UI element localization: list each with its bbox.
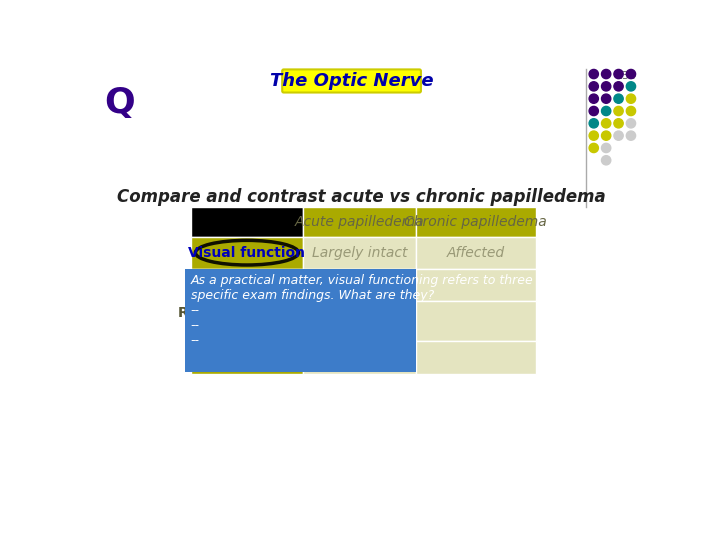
Circle shape: [614, 106, 624, 116]
Circle shape: [601, 106, 611, 116]
FancyBboxPatch shape: [415, 207, 536, 237]
Circle shape: [589, 70, 598, 79]
Text: 134: 134: [616, 71, 637, 81]
Text: VA loss: VA loss: [219, 278, 275, 292]
Circle shape: [589, 131, 598, 140]
FancyBboxPatch shape: [303, 269, 415, 301]
Circle shape: [601, 82, 611, 91]
FancyBboxPatch shape: [282, 70, 421, 92]
Text: The Optic Nerve: The Optic Nerve: [270, 72, 433, 90]
Circle shape: [589, 119, 598, 128]
Text: Largely intact: Largely intact: [312, 246, 407, 260]
Circle shape: [626, 82, 636, 91]
FancyBboxPatch shape: [415, 341, 536, 374]
FancyBboxPatch shape: [184, 269, 415, 372]
Circle shape: [614, 70, 624, 79]
FancyBboxPatch shape: [191, 207, 303, 237]
Circle shape: [601, 156, 611, 165]
Circle shape: [589, 106, 598, 116]
Circle shape: [601, 94, 611, 103]
Text: Refractive bodies
present?: Refractive bodies present?: [179, 306, 315, 336]
Circle shape: [626, 131, 636, 140]
Circle shape: [626, 119, 636, 128]
Circle shape: [626, 70, 636, 79]
Circle shape: [601, 70, 611, 79]
Text: Chronic papilledema: Chronic papilledema: [404, 215, 547, 229]
FancyBboxPatch shape: [191, 341, 303, 374]
FancyBboxPatch shape: [303, 237, 415, 269]
Circle shape: [626, 106, 636, 116]
Text: Visual function: Visual function: [189, 246, 305, 260]
Text: Q: Q: [104, 86, 135, 120]
Circle shape: [614, 94, 624, 103]
Text: Affected: Affected: [446, 246, 505, 260]
Circle shape: [601, 131, 611, 140]
FancyBboxPatch shape: [415, 269, 536, 301]
Circle shape: [614, 131, 624, 140]
FancyBboxPatch shape: [415, 237, 536, 269]
Circle shape: [589, 82, 598, 91]
Circle shape: [614, 119, 624, 128]
Text: VF loss: VF loss: [219, 350, 275, 365]
FancyBboxPatch shape: [191, 301, 303, 341]
FancyBboxPatch shape: [303, 301, 415, 341]
Text: Acute papilledema: Acute papilledema: [294, 215, 424, 229]
Circle shape: [614, 82, 624, 91]
Circle shape: [589, 94, 598, 103]
Text: As a practical matter, visual functioning refers to three
specific exam findings: As a practical matter, visual functionin…: [191, 274, 534, 347]
Circle shape: [626, 94, 636, 103]
Circle shape: [601, 119, 611, 128]
Text: Compare and contrast acute vs chronic papilledema: Compare and contrast acute vs chronic pa…: [117, 188, 606, 206]
FancyBboxPatch shape: [191, 269, 303, 301]
FancyBboxPatch shape: [303, 341, 415, 374]
Circle shape: [589, 143, 598, 153]
Circle shape: [601, 143, 611, 153]
FancyBboxPatch shape: [303, 207, 415, 237]
FancyBboxPatch shape: [191, 237, 303, 269]
FancyBboxPatch shape: [415, 301, 536, 341]
